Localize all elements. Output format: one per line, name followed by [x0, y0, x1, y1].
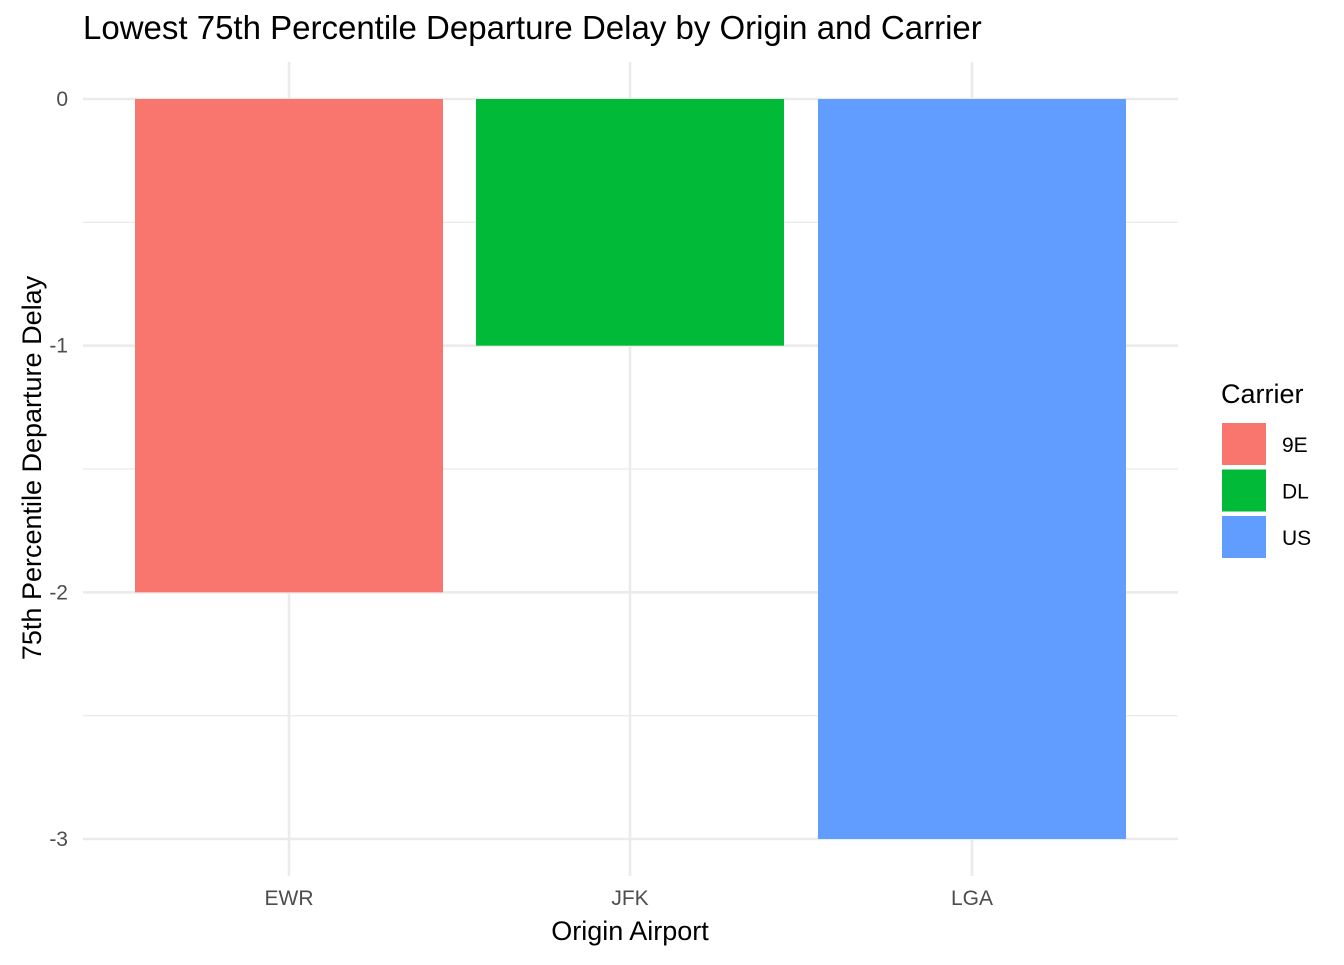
legend-label-us: US	[1282, 527, 1311, 550]
legend-title: Carrier	[1221, 379, 1304, 409]
bar-lga	[818, 99, 1126, 839]
bar-ewr	[135, 99, 443, 593]
legend-label-dl: DL	[1282, 481, 1309, 504]
legend-swatch-us	[1222, 516, 1266, 558]
y-tick-label: -2	[49, 581, 68, 604]
legend-swatch-dl	[1222, 469, 1266, 512]
y-tick-label: -1	[49, 335, 68, 358]
legend-items: 9E DL US	[1222, 423, 1311, 558]
y-tick-label: -3	[49, 828, 68, 851]
x-tick-label: LGA	[951, 887, 993, 910]
bar-jfk	[476, 99, 784, 346]
x-axis-ticks: EWR JFK LGA	[265, 887, 994, 910]
x-tick-label: JFK	[611, 887, 648, 910]
y-tick-label: 0	[56, 88, 68, 111]
legend: Carrier 9E DL US	[1221, 379, 1311, 558]
y-axis-ticks: 0 -1 -2 -3	[49, 88, 68, 851]
x-tick-label: EWR	[265, 887, 314, 910]
y-axis-title: 75th Percentile Departure Delay	[17, 275, 47, 660]
chart-title: Lowest 75th Percentile Departure Delay b…	[83, 9, 982, 46]
x-axis-title: Origin Airport	[551, 916, 709, 946]
bars	[135, 99, 1126, 839]
legend-label-9e: 9E	[1282, 434, 1308, 457]
legend-swatch-9e	[1222, 423, 1266, 465]
